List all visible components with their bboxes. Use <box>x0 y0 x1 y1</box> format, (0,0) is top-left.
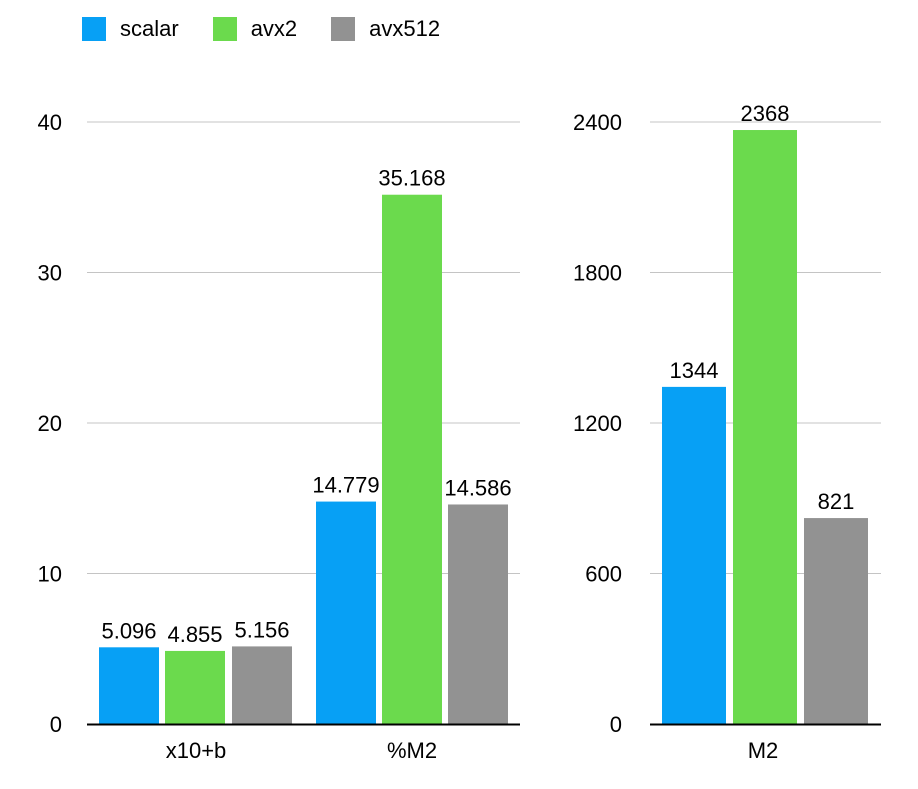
chart-1-bar-scalar-1 <box>316 501 376 724</box>
chart-2-data-label: 1344 <box>670 358 719 383</box>
chart-2-data-label: 2368 <box>741 101 790 126</box>
legend-swatch-avx2 <box>212 17 237 41</box>
legend-label-avx2: avx2 <box>250 16 298 41</box>
legend-item-scalar: scalar <box>82 16 179 42</box>
chart-1-ytick-label: 0 <box>50 712 62 737</box>
chart-1-category-label: %M2 <box>387 738 437 763</box>
chart-2-ytick-label: 2400 <box>573 110 622 135</box>
chart-1-bar-avx2-0 <box>165 650 225 724</box>
chart-1-ytick-label: 10 <box>38 562 62 587</box>
chart-1-data-label: 5.156 <box>234 617 289 642</box>
chart-2-ytick-label: 600 <box>585 562 622 587</box>
chart-1-ytick-label: 40 <box>38 110 62 135</box>
chart-2-category-label: M2 <box>748 738 779 763</box>
chart-1-category-label: x10+b <box>166 738 227 763</box>
chart-1-bar-avx512-1 <box>448 504 508 724</box>
chart-1-ytick-label: 20 <box>38 411 62 436</box>
chart-1-data-label: 35.168 <box>378 166 445 191</box>
legend: scalar avx2 avx512 <box>82 16 474 42</box>
chart-2-ytick-label: 1800 <box>573 261 622 286</box>
chart-2-ytick-label: 1200 <box>573 411 622 436</box>
chart-1-ytick-label: 30 <box>38 261 62 286</box>
chart-1-data-label: 4.855 <box>167 622 222 647</box>
chart-1-bar-avx2-1 <box>382 194 442 724</box>
chart-1-data-label: 14.586 <box>444 475 511 500</box>
legend-label-avx512: avx512 <box>369 16 441 41</box>
chart-1-data-label: 5.096 <box>101 618 156 643</box>
legend-swatch-avx512 <box>331 17 356 41</box>
chart-2-bar-scalar-0 <box>662 386 726 724</box>
chart-2-bar-avx2-0 <box>733 130 797 724</box>
chart-1-data-label: 14.779 <box>312 473 379 498</box>
chart-1-bar-scalar-0 <box>99 647 159 724</box>
legend-item-avx2: avx2 <box>212 16 298 42</box>
chart-1-bar-avx512-0 <box>232 646 292 724</box>
chart-2-data-label: 821 <box>818 489 855 514</box>
legend-swatch-scalar <box>82 17 106 41</box>
chart-2-bar-avx512-0 <box>804 518 868 724</box>
legend-label-scalar: scalar <box>120 16 179 41</box>
legend-item-avx512: avx512 <box>331 16 440 42</box>
chart-2-ytick-label: 0 <box>610 712 622 737</box>
